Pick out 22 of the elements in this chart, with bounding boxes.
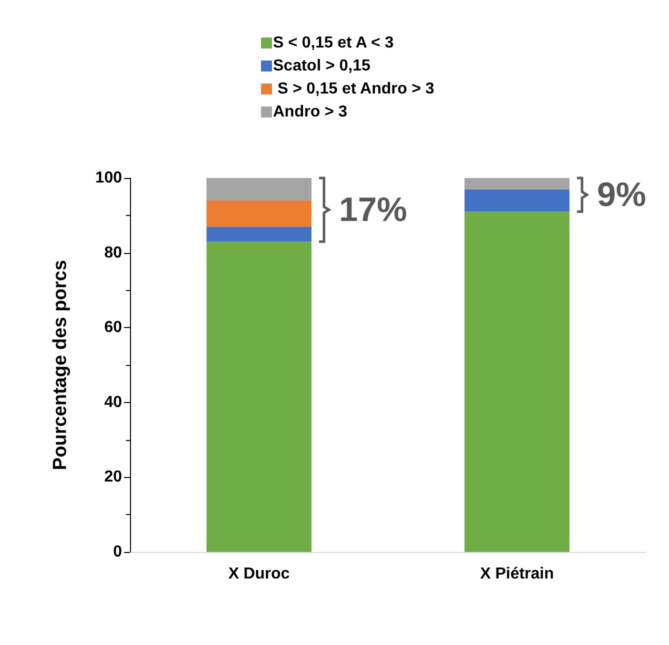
bar — [206, 200, 312, 227]
bar — [206, 178, 312, 200]
legend-label: S > 0,15 et Andro > 3 — [273, 80, 434, 98]
y-tick-label: 20 — [104, 468, 122, 486]
bar — [464, 212, 570, 552]
bar — [464, 189, 570, 212]
y-tick-label: 0 — [113, 544, 122, 560]
legend-label: S < 0,15 et A < 3 — [273, 34, 394, 52]
y-axis-title: Pourcentage des porcs — [50, 260, 71, 470]
y-tick-label: 60 — [104, 319, 122, 336]
legend-label: Scatol > 0,15 — [273, 58, 370, 74]
bar — [206, 242, 312, 552]
legend-label: Andro > 3 — [273, 104, 348, 120]
annotation: 9% — [597, 176, 646, 214]
x-tick-label: X Duroc — [228, 566, 290, 582]
bar — [464, 178, 570, 190]
y-tick-label: 40 — [104, 394, 122, 411]
bar — [206, 226, 312, 242]
y-tick-label: 80 — [104, 244, 122, 262]
annotation: 17% — [339, 190, 408, 229]
y-tick-label: 100 — [95, 170, 122, 186]
x-tick-label: X Piétrain — [480, 566, 554, 582]
